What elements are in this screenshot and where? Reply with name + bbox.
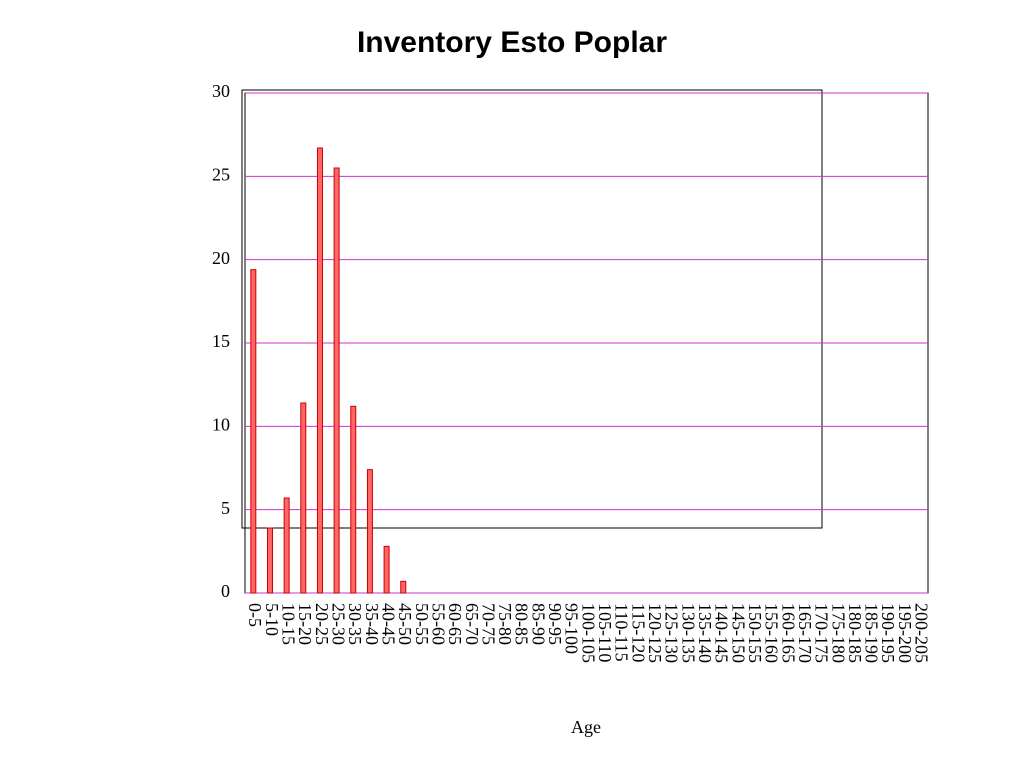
x-tick-label: 50-55 xyxy=(412,603,432,645)
x-tick-label: 165-170 xyxy=(795,603,815,663)
y-tick-label: 0 xyxy=(221,581,230,601)
bar xyxy=(283,497,290,594)
x-tick-label: 160-165 xyxy=(778,603,798,663)
x-tick-label: 70-75 xyxy=(478,603,498,645)
y-tick-label: 20 xyxy=(212,248,230,268)
bar xyxy=(333,167,340,594)
x-tick-label: 10-15 xyxy=(279,603,299,645)
overlay-box xyxy=(241,89,823,529)
x-tick-label: 125-130 xyxy=(662,603,682,663)
x-tick-label: 80-85 xyxy=(512,603,532,645)
x-tick-label: 0-5 xyxy=(245,603,265,627)
x-tick-label: 45-50 xyxy=(395,603,415,645)
x-tick-label: 95-100 xyxy=(562,603,582,654)
x-tick-label: 40-45 xyxy=(378,603,398,645)
x-tick-label: 130-135 xyxy=(678,603,698,663)
x-tick-label: 170-175 xyxy=(812,603,832,663)
x-tick-label: 30-35 xyxy=(345,603,365,645)
x-tick-label: 190-195 xyxy=(878,603,898,663)
x-tick-label: 195-200 xyxy=(895,603,915,663)
x-tick-label: 185-190 xyxy=(862,603,882,663)
x-tick-label: 20-25 xyxy=(312,603,332,645)
x-tick-label: 85-90 xyxy=(528,603,548,645)
bar xyxy=(300,402,307,594)
bar xyxy=(250,269,257,594)
x-tick-label: 35-40 xyxy=(362,603,382,645)
y-tick-label: 5 xyxy=(221,498,230,518)
x-tick-label: 100-105 xyxy=(578,603,598,663)
x-tick-label: 105-110 xyxy=(595,603,615,662)
chart-title: Inventory Esto Poplar xyxy=(357,26,667,59)
x-tick-label: 15-20 xyxy=(295,603,315,645)
bar xyxy=(266,527,273,594)
x-tick-label: 120-125 xyxy=(645,603,665,663)
x-tick-label: 180-185 xyxy=(845,603,865,663)
x-tick-label: 75-80 xyxy=(495,603,515,645)
y-tick-label: 10 xyxy=(212,414,230,434)
x-tick-label: 90-95 xyxy=(545,603,565,645)
x-axis-label: Age xyxy=(571,717,601,737)
x-tick-label: 115-120 xyxy=(628,603,648,662)
bar xyxy=(366,469,373,594)
x-tick-label: 135-140 xyxy=(695,603,715,663)
y-tick-label: 30 xyxy=(212,81,230,101)
x-tick-label: 25-30 xyxy=(328,603,348,645)
x-tick-label: 5-10 xyxy=(262,603,282,636)
x-tick-label: 150-155 xyxy=(745,603,765,663)
x-tick-label: 200-205 xyxy=(912,603,932,663)
x-tick-label: 175-180 xyxy=(828,603,848,663)
x-tick-label: 110-115 xyxy=(612,603,632,662)
x-tick-label: 65-70 xyxy=(462,603,482,645)
x-tick-label: 60-65 xyxy=(445,603,465,645)
x-tick-label: 55-60 xyxy=(428,603,448,645)
bar xyxy=(400,580,407,594)
x-tick-label: 145-150 xyxy=(728,603,748,663)
y-tick-label: 15 xyxy=(212,331,230,351)
bar xyxy=(316,147,323,594)
bar xyxy=(350,405,357,594)
y-tick-label: 25 xyxy=(212,164,230,184)
x-tick-label: 155-160 xyxy=(762,603,782,663)
bar xyxy=(383,545,390,594)
x-tick-label: 140-145 xyxy=(712,603,732,663)
